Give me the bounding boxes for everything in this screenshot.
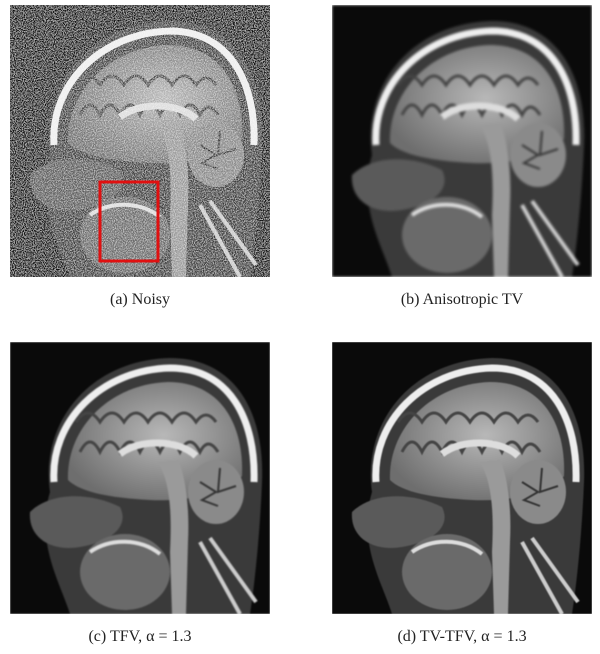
image-tv-tfv (332, 342, 592, 614)
caption: (b) Anisotropic TV (332, 291, 592, 309)
panel-d: (d) TV-TFV, α = 1.3 (332, 342, 592, 646)
image-tfv (10, 342, 270, 614)
image-anisotropic-tv (332, 5, 592, 277)
panel-a: (a) Noisy (10, 5, 270, 309)
caption: (a) Noisy (10, 291, 270, 309)
panel-b: (b) Anisotropic TV (332, 5, 592, 309)
caption: (d) TV-TFV, α = 1.3 (332, 628, 592, 646)
caption: (c) TFV, α = 1.3 (10, 628, 270, 646)
page: (a) Noisy (b) Anisotropic TV (c) TFV, α … (0, 0, 600, 654)
panel-c: (c) TFV, α = 1.3 (10, 342, 270, 646)
image-noisy (10, 5, 270, 277)
